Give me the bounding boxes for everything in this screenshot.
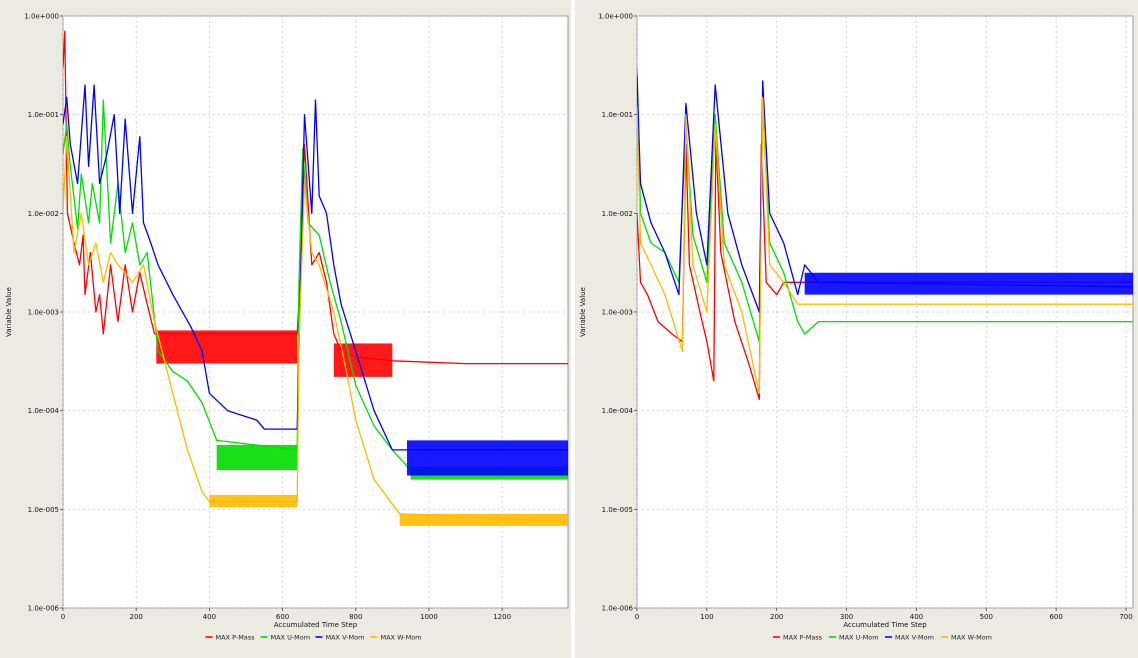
x-tick-label: 1200 [493, 613, 511, 621]
y-tick-label: 1.0e-002 [602, 210, 633, 218]
y-tick-label: 1.0e-006 [28, 605, 60, 613]
legend-label: MAX U-Mom [271, 633, 311, 641]
legend-label: MAX U-Mom [839, 633, 879, 641]
x-tick-label: 0 [635, 613, 639, 621]
y-tick-label: 1.0e-002 [28, 210, 59, 218]
y-tick-label: 1.0e-003 [28, 309, 59, 317]
legend-label: MAX W-Mom [381, 633, 422, 641]
y-axis-label: Variable Value [5, 287, 13, 337]
series-band-max-p-mass [156, 330, 298, 364]
x-tick-label: 400 [910, 613, 923, 621]
y-tick-label: 1.0e-005 [602, 506, 633, 514]
y-tick-label: 1.0e-004 [602, 407, 634, 415]
plot-area [636, 15, 1134, 609]
y-tick-label: 1.0e-005 [28, 506, 59, 514]
y-axis-label: Variable Value [579, 287, 587, 337]
series-band-max-v-mom [406, 440, 568, 476]
series-line-max-w-mom [63, 135, 568, 523]
y-tick-label: 1.0e+000 [598, 13, 633, 21]
x-tick-label: 0 [61, 613, 65, 621]
series-band-max-v-mom [804, 272, 1133, 295]
y-tick-label: 1.0e-003 [602, 309, 633, 317]
x-tick-label: 400 [203, 613, 216, 621]
series-group [637, 67, 1133, 401]
x-tick-label: 100 [700, 613, 713, 621]
x-tick-label: 200 [130, 613, 143, 621]
series-band-max-u-mom [216, 444, 298, 471]
left-chart-panel: 1.0e+000 1.0e-001 1.0e-002 1.0e-003 1.0e-004… [0, 0, 571, 658]
panel-separator [571, 0, 575, 658]
series-line-max-p-mass [63, 30, 568, 365]
series-line-max-u-mom [63, 99, 568, 471]
legend-label: MAX W-Mom [951, 633, 992, 641]
right-chart-panel: 1.0e+000 1.0e-001 1.0e-002 1.0e-003 1.0e-004… [575, 0, 1138, 658]
legend-label: MAX P-Mass [783, 633, 823, 641]
left-residual-chart: 1.0e+000 1.0e-001 1.0e-002 1.0e-003 1.0e-004… [5, 13, 569, 641]
series-line-max-v-mom [637, 75, 1133, 313]
y-tick-label: 1.0e-004 [28, 407, 60, 415]
y-tick-label: 1.0e-006 [602, 605, 634, 613]
y-tick-label: 1.0e-001 [28, 111, 59, 119]
right-residual-chart: 1.0e+000 1.0e-001 1.0e-002 1.0e-003 1.0e-004… [579, 13, 1134, 641]
x-tick-label: 500 [980, 613, 993, 621]
x-tick-label: 300 [840, 613, 853, 621]
x-tick-label: 700 [1119, 613, 1132, 621]
series-line-max-v-mom [63, 84, 568, 451]
legend-label: MAX P-Mass [216, 633, 256, 641]
legend-label: MAX V-Mom [895, 633, 934, 641]
legend-label: MAX V-Mom [326, 633, 365, 641]
series-line-max-w-mom [637, 96, 1133, 394]
y-tick-label: 1.0e-001 [602, 111, 633, 119]
series-line-max-p-mass [637, 135, 1133, 401]
series-band-max-w-mom [399, 513, 568, 526]
series-group [63, 30, 568, 526]
x-axis-label: Accumulated Time Step [843, 621, 927, 629]
x-tick-label: 800 [349, 613, 362, 621]
x-tick-label: 600 [276, 613, 289, 621]
x-tick-label: 1000 [420, 613, 438, 621]
y-tick-label: 1.0e+000 [24, 13, 59, 21]
x-tick-label: 600 [1049, 613, 1062, 621]
x-axis-label: Accumulated Time Step [274, 621, 358, 629]
x-tick-label: 200 [770, 613, 783, 621]
